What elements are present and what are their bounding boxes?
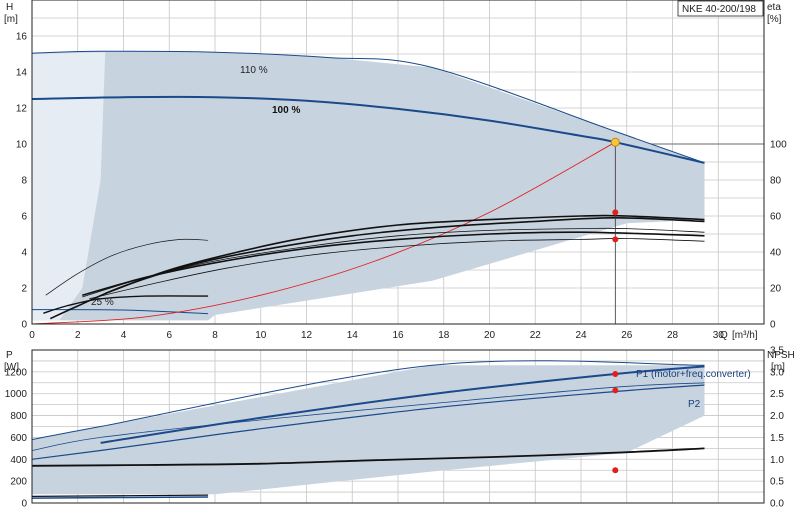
eta-tick-0: 0 [770, 320, 776, 331]
h-tick-12: 12 [16, 104, 28, 115]
bottom-right-axis-unit: [m] [771, 362, 785, 373]
h-tick-8: 8 [21, 176, 27, 187]
npsh-point [612, 467, 619, 474]
operating-bands [32, 51, 705, 495]
model-label: NKE 40-200/198 [682, 4, 756, 15]
p-tick-200: 200 [10, 477, 27, 488]
p-tick-1200: 1200 [5, 367, 28, 378]
legend-p1: P1 (motor+freq.converter) [636, 369, 751, 380]
h-tick-16: 16 [16, 32, 28, 43]
q-tick-16: 16 [392, 330, 404, 341]
top-curves [31, 50, 705, 325]
npsh-curve [31, 447, 705, 467]
bottom-left-axis-title: P [6, 350, 13, 361]
h-curve-110 [31, 50, 705, 164]
eta-curve-25 [43, 295, 209, 314]
h-tick-0: 0 [21, 320, 27, 331]
npsh-tick-2.0: 2.0 [770, 411, 784, 422]
top-left-axis-title: H [6, 2, 13, 13]
eta-tick-100: 100 [770, 140, 787, 151]
h-tick-14: 14 [16, 68, 28, 79]
operating-points [610, 137, 620, 474]
p-tick-0: 0 [21, 499, 27, 510]
q-tick-12: 12 [301, 330, 313, 341]
q-tick-26: 26 [621, 330, 633, 341]
q-tick-14: 14 [347, 330, 359, 341]
q-tick-28: 28 [667, 330, 679, 341]
h-tick-6: 6 [21, 212, 27, 223]
q-tick-24: 24 [575, 330, 587, 341]
eta-point-1 [612, 209, 619, 216]
eta-curve-a [82, 227, 705, 298]
p1-point [612, 371, 619, 378]
legend-p2: P2 [688, 399, 701, 410]
eta-curve-thin [45, 238, 209, 296]
npsh-curve-25 [31, 494, 209, 497]
x-axis-title: Q [720, 330, 728, 341]
q-tick-0: 0 [29, 330, 35, 341]
top-right-axis-title: eta [767, 2, 781, 13]
q-tick-22: 22 [530, 330, 542, 341]
top-right-axis-unit: [%] [767, 14, 782, 25]
q-tick-10: 10 [255, 330, 267, 341]
eta-curve-inner [49, 216, 705, 320]
p-tick-1000: 1000 [5, 389, 28, 400]
eta-tick-60: 60 [770, 212, 782, 223]
npsh-tick-1.0: 1.0 [770, 455, 784, 466]
bottom-right-axis-title: NPSH [767, 350, 795, 361]
bottom-curves [31, 360, 705, 499]
top-plot-frame [31, 0, 765, 325]
q-tick-6: 6 [166, 330, 172, 341]
top-operating-band [32, 51, 705, 321]
npsh-tick-2.5: 2.5 [770, 389, 784, 400]
npsh-tick-0.5: 0.5 [770, 477, 784, 488]
eta-tick-40: 40 [770, 248, 782, 259]
bottom-operating-band [32, 365, 705, 495]
bottom-left-axis-unit: [W] [4, 362, 19, 373]
p1-curve [100, 365, 705, 444]
bottom-plot-frame [31, 349, 765, 504]
q-tick-4: 4 [121, 330, 127, 341]
eta-tick-20: 20 [770, 284, 782, 295]
h-tick-10: 10 [16, 140, 28, 151]
q-tick-18: 18 [438, 330, 450, 341]
top-band-light [32, 52, 106, 321]
p-tick-600: 600 [10, 433, 27, 444]
q-tick-30: 30 [713, 330, 725, 341]
speed-label-110: 110 % [240, 65, 268, 76]
speed-label-100: 100 % [272, 105, 300, 116]
p2-point [612, 387, 619, 394]
eta-curve-outer [104, 214, 705, 295]
q-tick-20: 20 [484, 330, 496, 341]
model-label-box [677, 0, 764, 17]
h-curve-100 [31, 95, 705, 164]
p-curve-25 [31, 496, 209, 499]
q-tick-8: 8 [212, 330, 218, 341]
npsh-tick-3.0: 3.0 [770, 367, 784, 378]
eta-point-2 [612, 236, 619, 243]
npsh-tick-3.5: 3.5 [770, 346, 784, 357]
p-curve-110 [31, 360, 705, 441]
npsh-tick-0.0: 0.0 [770, 499, 784, 510]
h-tick-4: 4 [21, 248, 27, 259]
eta-tick-80: 80 [770, 176, 782, 187]
speed-label-25: 25 % [91, 297, 114, 308]
p-tick-800: 800 [10, 411, 27, 422]
eta-curve-b [89, 238, 705, 300]
duty-point-marker [610, 137, 620, 147]
top-left-axis-unit: [m] [4, 14, 18, 25]
x-axis-unit: [m³/h] [732, 330, 758, 341]
p-curve-thin [31, 382, 705, 451]
npsh-tick-1.5: 1.5 [770, 433, 784, 444]
q-tick-2: 2 [75, 330, 81, 341]
system-curve [31, 141, 616, 325]
h-tick-2: 2 [21, 284, 27, 295]
p-tick-400: 400 [10, 455, 27, 466]
